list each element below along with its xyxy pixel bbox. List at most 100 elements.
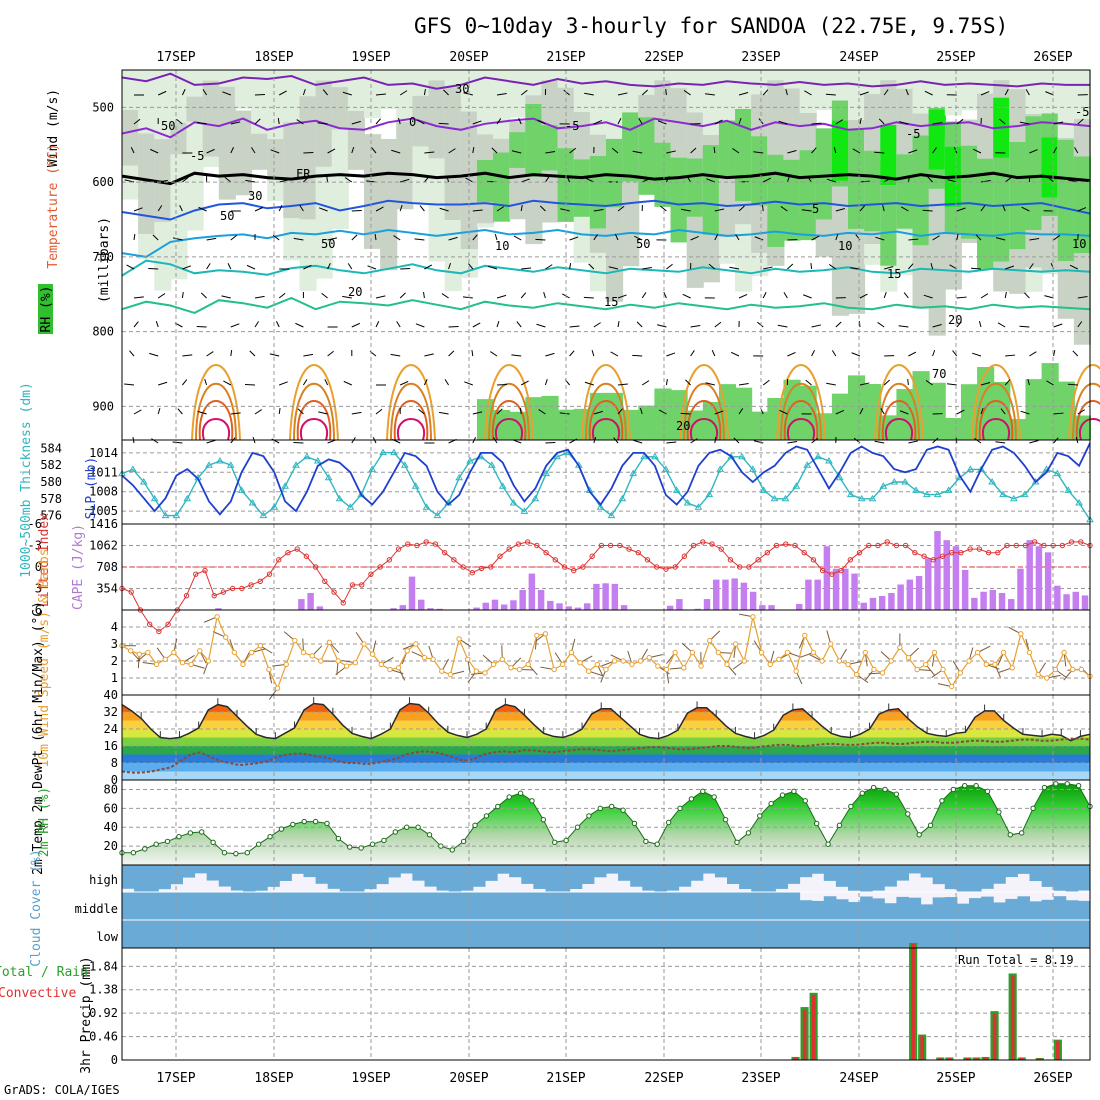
rh-point bbox=[802, 798, 808, 804]
cloud-cover-panel: high middle low bbox=[75, 864, 1091, 949]
wind-point bbox=[171, 649, 177, 656]
thickness-point bbox=[825, 457, 833, 464]
wind-barb bbox=[899, 410, 909, 415]
cloud-middle-bar bbox=[908, 897, 922, 920]
wind-barb bbox=[614, 234, 619, 241]
li-point bbox=[478, 565, 485, 572]
isotherm-10 bbox=[121, 228, 1091, 258]
rh-shade-green bbox=[573, 159, 591, 217]
rh-point bbox=[233, 850, 239, 857]
wind-point bbox=[776, 656, 782, 662]
wind-barb bbox=[157, 205, 163, 212]
wind-barb bbox=[980, 91, 990, 96]
cape-bar bbox=[473, 607, 480, 610]
top-date-17SEP: 17SEP bbox=[156, 50, 195, 65]
rh-shade-green bbox=[525, 103, 543, 177]
cloud-middle-bar bbox=[1041, 899, 1055, 920]
li-point bbox=[663, 566, 669, 572]
temp-band bbox=[122, 695, 1090, 704]
cloud-middle-bar bbox=[823, 896, 837, 920]
ytick-700: 700 bbox=[92, 250, 114, 264]
thickness-point bbox=[237, 486, 246, 493]
cloud-high-bar bbox=[714, 865, 728, 878]
li-point bbox=[985, 549, 992, 556]
li-point bbox=[193, 571, 199, 577]
ylabel-millibars: (millibars) bbox=[97, 217, 112, 303]
cape-bar bbox=[1081, 595, 1089, 610]
li-point bbox=[690, 542, 697, 549]
wind-point bbox=[1052, 666, 1059, 673]
cloud-high-bar bbox=[908, 865, 922, 874]
rh-shade-green bbox=[735, 108, 753, 202]
wind-barb bbox=[400, 178, 410, 183]
wind-barb bbox=[351, 234, 358, 241]
top-date-20SEP: 20SEP bbox=[449, 50, 488, 65]
precip-tick-0: 0 bbox=[111, 1053, 118, 1067]
cloud-middle-bar bbox=[690, 892, 704, 920]
wind-barb bbox=[585, 177, 595, 183]
thickness-point bbox=[379, 448, 387, 456]
cloud-high-bar bbox=[327, 865, 341, 889]
rh-point bbox=[813, 820, 820, 827]
wind-barb bbox=[956, 296, 967, 299]
cape-bar bbox=[427, 608, 434, 610]
wind-barb bbox=[230, 349, 233, 357]
cloud-high-bar bbox=[182, 865, 196, 878]
rh-point bbox=[973, 782, 979, 789]
wind-barb bbox=[641, 380, 650, 386]
li-point bbox=[128, 589, 134, 595]
top-date-25SEP: 25SEP bbox=[936, 50, 975, 65]
wind-barb bbox=[1072, 350, 1079, 357]
cloud-low-bar bbox=[182, 920, 196, 948]
surface-warm-contour bbox=[981, 418, 1011, 441]
wind-barb bbox=[250, 147, 256, 154]
thickness-point bbox=[716, 465, 725, 472]
wind-barb bbox=[347, 263, 353, 270]
wind-barb bbox=[423, 379, 428, 386]
cape-bar bbox=[316, 606, 324, 610]
wind-barb bbox=[908, 440, 918, 444]
cape-bar bbox=[574, 607, 582, 610]
wind-point bbox=[655, 663, 661, 669]
wind-barb bbox=[753, 151, 764, 154]
thickness-point bbox=[629, 469, 638, 477]
wind-point bbox=[490, 661, 497, 668]
thickness-point bbox=[618, 494, 627, 502]
thickness-point bbox=[999, 490, 1007, 498]
rh-point bbox=[768, 800, 774, 807]
cloud-middle-bar bbox=[678, 892, 692, 920]
wind-point bbox=[1035, 671, 1041, 678]
surface-warm-contour bbox=[1068, 364, 1100, 441]
cloud-middle-bar bbox=[206, 892, 220, 920]
wind-barb bbox=[1021, 206, 1030, 212]
wind-barb bbox=[351, 322, 360, 328]
wind-barb bbox=[1029, 351, 1037, 357]
rh-point bbox=[267, 833, 273, 840]
cloud-high-bar bbox=[279, 865, 292, 881]
surface-warm-contour bbox=[198, 400, 234, 441]
wind-point bbox=[266, 666, 272, 673]
cloud-middle-bar bbox=[485, 892, 498, 920]
cloud-low-bar bbox=[896, 920, 909, 948]
cloud-high-bar bbox=[569, 865, 583, 889]
cape-bar bbox=[556, 603, 563, 610]
wind-barb bbox=[666, 263, 673, 270]
wind-barb bbox=[375, 321, 380, 328]
li-point bbox=[755, 557, 761, 563]
cloud-low-bar bbox=[158, 920, 171, 948]
cape-bar bbox=[1008, 599, 1015, 610]
cloud-middle-bar bbox=[1065, 900, 1079, 920]
wind-barb bbox=[254, 321, 260, 328]
thickness-point bbox=[803, 461, 812, 468]
thickness-point bbox=[1053, 469, 1062, 477]
li-point bbox=[248, 582, 254, 588]
cape-bar bbox=[436, 608, 443, 610]
cloud-low-bar bbox=[230, 920, 244, 948]
wind-barb bbox=[617, 205, 625, 212]
ylabel-temperature: Temperature (°C) bbox=[46, 143, 61, 268]
bottom-date-18SEP: 18SEP bbox=[254, 1071, 293, 1086]
thickness-point bbox=[922, 490, 931, 498]
wind-point bbox=[214, 614, 220, 620]
thickness-point bbox=[368, 465, 377, 472]
wind-barb bbox=[806, 176, 812, 183]
